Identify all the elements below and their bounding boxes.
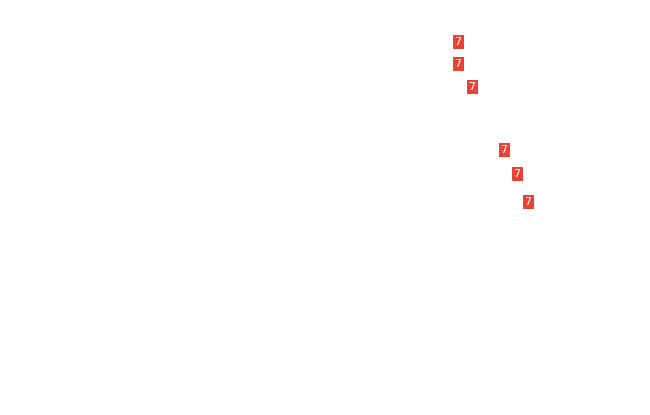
count-badge: 7 [523, 195, 534, 209]
count-badge: 7 [453, 35, 464, 49]
count-badge: 7 [467, 80, 478, 94]
count-badge: 7 [453, 57, 464, 71]
count-badge: 7 [499, 143, 510, 157]
count-badge: 7 [512, 167, 523, 181]
